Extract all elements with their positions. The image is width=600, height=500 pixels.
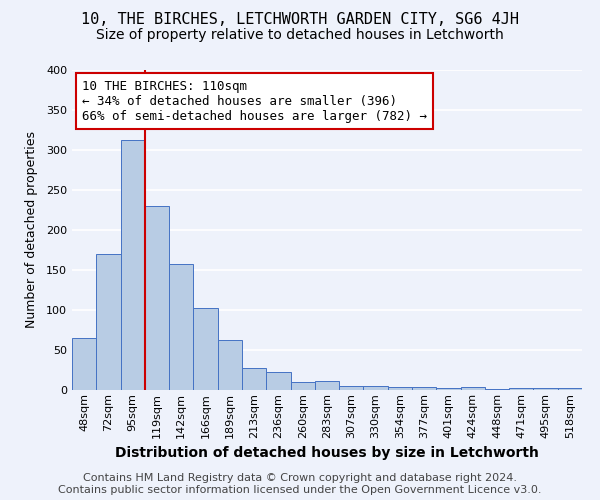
Bar	[121, 140, 145, 390]
Bar	[266, 372, 290, 390]
Bar	[145, 206, 169, 390]
Bar	[193, 308, 218, 390]
Bar	[533, 388, 558, 390]
Text: Contains HM Land Registry data © Crown copyright and database right 2024.
Contai: Contains HM Land Registry data © Crown c…	[58, 474, 542, 495]
Bar	[242, 368, 266, 390]
Text: 10, THE BIRCHES, LETCHWORTH GARDEN CITY, SG6 4JH: 10, THE BIRCHES, LETCHWORTH GARDEN CITY,…	[81, 12, 519, 28]
Text: Size of property relative to detached houses in Letchworth: Size of property relative to detached ho…	[96, 28, 504, 42]
Bar	[558, 388, 582, 390]
Bar	[412, 387, 436, 390]
Bar	[96, 254, 121, 390]
Bar	[436, 388, 461, 390]
Bar	[461, 387, 485, 390]
Bar	[364, 386, 388, 390]
Y-axis label: Number of detached properties: Number of detached properties	[25, 132, 38, 328]
Bar	[388, 387, 412, 390]
Bar	[290, 382, 315, 390]
Text: 10 THE BIRCHES: 110sqm
← 34% of detached houses are smaller (396)
66% of semi-de: 10 THE BIRCHES: 110sqm ← 34% of detached…	[82, 80, 427, 122]
Bar	[169, 264, 193, 390]
Bar	[509, 388, 533, 390]
Bar	[339, 386, 364, 390]
Bar	[315, 381, 339, 390]
Bar	[218, 340, 242, 390]
Bar	[72, 338, 96, 390]
X-axis label: Distribution of detached houses by size in Letchworth: Distribution of detached houses by size …	[115, 446, 539, 460]
Bar	[485, 389, 509, 390]
